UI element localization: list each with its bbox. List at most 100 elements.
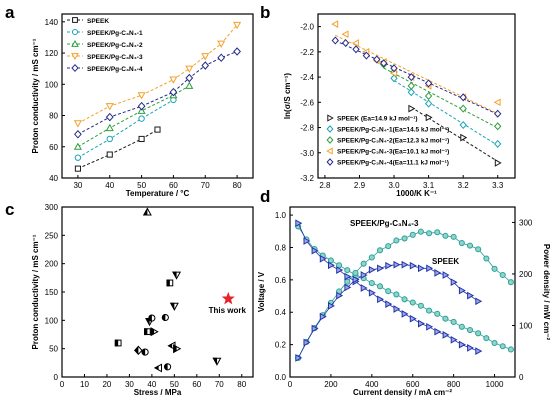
panel-a-y-axis-label: Proton conductivity / mS cm⁻¹: [31, 38, 40, 153]
panel-b-point-4-5: [380, 59, 388, 68]
panel-a-x-tick-label-4: 70: [201, 181, 210, 190]
panel-d-point-0-16: [426, 307, 433, 314]
panel-d-point-2-11: [385, 300, 393, 308]
panel-d-point-1-24: [491, 265, 498, 272]
panel-d-point-1-10: [376, 247, 384, 254]
panel-a-label: a: [5, 3, 15, 22]
panel-b-point-3-0: [331, 20, 339, 28]
panel-d-point-3-10: [377, 264, 385, 273]
panel-a-point-0-3: [154, 126, 161, 133]
panel-d-point-0-5: [336, 262, 343, 269]
panel-c-plot-frame: [61, 206, 254, 378]
panel-d-point-2-2: [311, 246, 319, 255]
panel-b-point-4-1: [341, 38, 350, 48]
panel-c-point-0: [142, 207, 152, 216]
panel-d-x-tick-label-1: 200: [324, 380, 338, 389]
panel-d-point-3-6: [344, 283, 352, 292]
panel-b-point-4-7: [407, 73, 415, 82]
panel-b-point-4-10: [494, 109, 502, 118]
panel-d-point-2-5: [336, 266, 344, 274]
panel-c-point-15: [173, 344, 182, 354]
panel-d-plot-frame: [289, 206, 516, 378]
panel-a-point-4-0: [74, 129, 82, 139]
panel-d-y-tick-label-0: 0.0: [275, 373, 287, 382]
panel-d-point-3-12: [393, 260, 401, 269]
panel-c-point-9: [161, 313, 169, 322]
panel-d-point-1-21: [466, 242, 474, 249]
panel-d-point-1-6: [344, 278, 351, 285]
panel-a-point-0-1: [106, 151, 113, 158]
panel-b-point-4-3: [362, 51, 371, 60]
panel-b-point-4-4: [373, 55, 381, 64]
panel-b-legend-label-1: SPEEK/Pg-C₃N₄-1(Ea=14.5 kJ mol⁻¹): [337, 127, 449, 134]
panel-d-point-2-18: [442, 331, 450, 339]
panel-d-point-3-4: [328, 302, 335, 310]
panel-a-x-tick-label-2: 50: [137, 181, 146, 190]
panel-d-point-3-18: [442, 271, 450, 279]
panel-c-x-axis-label: Stress / MPa: [134, 388, 182, 397]
panel-c-y-tick-label-2: 100: [45, 316, 59, 325]
panel-d-point-3-2: [311, 324, 319, 333]
panel-a-y-tick-label-3: 100: [45, 80, 59, 89]
panel-d-x-tick-label-4: 800: [447, 380, 461, 389]
panel-d-point-3-3: [319, 312, 327, 321]
panel-d-point-2-4: [328, 261, 335, 270]
panel-a-plot-frame: [61, 13, 254, 179]
panel-a-y-tick-label-2: 80: [49, 112, 58, 121]
panel-d-y-tick-label-5: 1.0: [275, 211, 287, 220]
panel-d-point-0-13: [401, 296, 408, 303]
panel-d-point-1-17: [434, 229, 441, 236]
panel-a-legend-label-3: SPEEK/Pg-C₃N₄-3: [87, 54, 143, 61]
panel-c-x-tick-label-7: 70: [215, 380, 224, 389]
panel-b-point-4-8: [424, 79, 433, 88]
panel-a-x-axis-label: Temperature / °C: [126, 189, 190, 198]
panel-a-legend-marker-3: [71, 53, 79, 61]
panel-c-y-tick-label-0: 0: [54, 373, 59, 382]
panel-c-x-tick-label-1: 10: [80, 380, 89, 389]
panel-a-y-tick-label-0: 40: [49, 174, 58, 183]
panel-d-label: d: [260, 187, 270, 206]
panel-d-y-tick-label-1: 0.2: [275, 341, 287, 350]
panel-d-point-0-11: [385, 288, 392, 295]
panel-d-point-0-18: [442, 315, 449, 322]
panel-d-point-0-21: [466, 326, 474, 334]
panel-d-point-2-17: [434, 327, 442, 336]
panel-d-point-0-14: [409, 299, 416, 306]
panel-d-point-1-7: [352, 269, 359, 276]
panel-d-point-1-9: [368, 254, 375, 261]
panel-b-point-1-2: [424, 99, 433, 108]
panel-b-x-tick-label-4: 3.2: [458, 181, 470, 190]
panel-d-point-3-5: [336, 291, 344, 300]
panel-c-point-3: [141, 348, 149, 356]
panel-d-label-series-2: SPEEK: [432, 257, 459, 266]
panel-d-y2-tick-label-2: 200: [519, 270, 533, 279]
panel-d-point-1-8: [360, 260, 367, 267]
panel-c-point-10: [164, 363, 172, 371]
panel-b-fit-line-4: [335, 40, 498, 115]
panel-d-point-2-10: [377, 295, 385, 304]
panel-a-point-4-5: [201, 61, 210, 70]
panel-b-y-tick-label-0: -3.2: [300, 174, 314, 183]
panel-b-point-4-0: [331, 36, 339, 45]
panel-b-point-2-2: [407, 81, 415, 90]
panel-b-y-tick-label-4: -2.4: [300, 73, 314, 82]
panel-c-point-11: [166, 279, 174, 287]
panel-d-point-2-0: [295, 219, 303, 228]
panel-b-x-tick-label-0: 2.8: [319, 181, 331, 190]
panel-a-x-tick-label-3: 60: [169, 181, 178, 190]
panel-b-point-1-3: [459, 120, 467, 130]
panel-b-legend-marker-1: [326, 125, 334, 133]
panel-d-point-2-6: [344, 272, 352, 281]
panel-d-point-1-22: [475, 246, 482, 253]
panel-a-series-line-4: [77, 51, 238, 135]
panel-a-point-3-2: [137, 92, 146, 100]
panel-d-point-2-16: [426, 322, 434, 331]
panel-d: d 0 200 400 600 800 1000 0.0 0.2 0.4 0.6 0.8 1.0 0 10…: [257, 187, 550, 397]
panel-d-x-tick-label-3: 600: [406, 380, 420, 389]
panel-d-point-3-8: [360, 271, 368, 279]
panel-d-y-axis-label: Voltage / V: [257, 271, 266, 312]
panel-a-legend-label-1: SPEEK/Pg-C₃N₄-1: [87, 30, 143, 37]
panel-c-point-8: [153, 363, 162, 373]
panel-b-y-tick-label-6: -2.0: [300, 23, 314, 32]
